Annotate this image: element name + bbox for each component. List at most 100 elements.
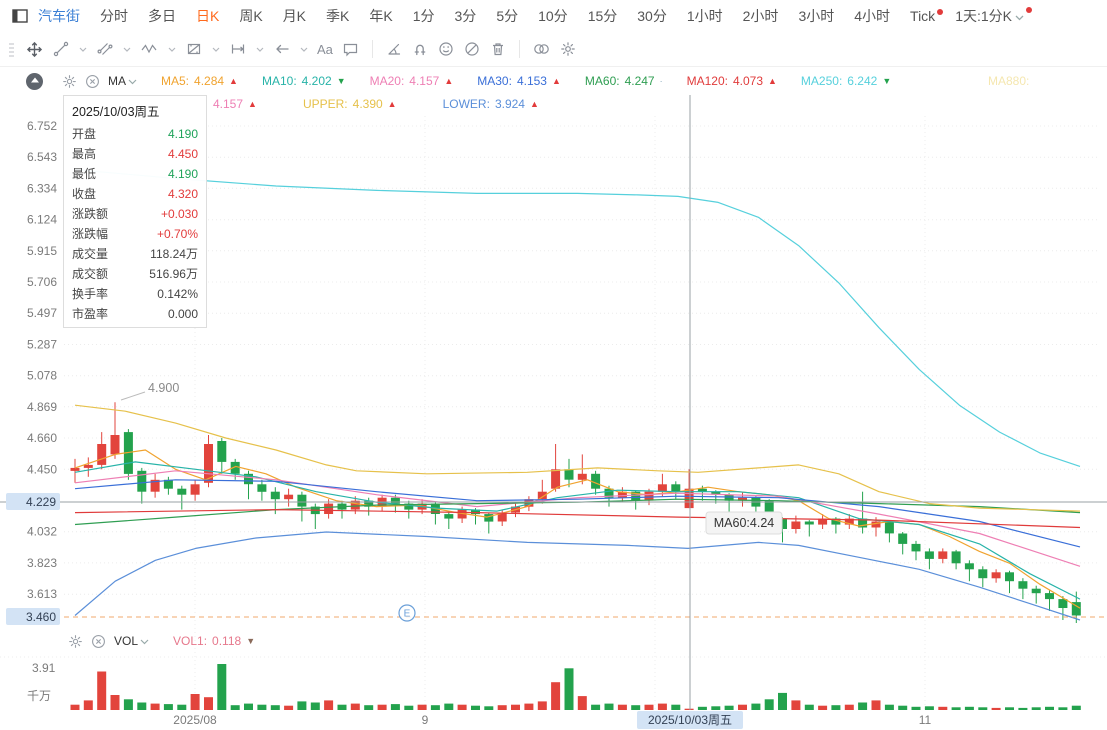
svg-text:3.823: 3.823 xyxy=(27,556,57,570)
chevron-down-icon[interactable] xyxy=(140,634,149,648)
svg-text:6.124: 6.124 xyxy=(27,213,57,227)
trendline-tool-icon[interactable] xyxy=(49,38,73,60)
wave-tool-icon[interactable] xyxy=(137,38,162,60)
nav-tab-5min[interactable]: 5分 xyxy=(496,8,519,24)
panel-layout-icon[interactable] xyxy=(12,9,28,23)
drag-handle[interactable] xyxy=(4,38,20,60)
ma10-value: MA10: 4.202 ▼ xyxy=(261,74,346,88)
chevron-down-icon[interactable] xyxy=(208,44,224,55)
svg-text:4.032: 4.032 xyxy=(27,525,57,539)
tooltip-row: 涨跌幅 +0.70% xyxy=(72,226,198,241)
nav-tab-4h[interactable]: 4小时 xyxy=(854,8,891,24)
text-tool-icon[interactable]: Aa xyxy=(317,41,333,57)
svg-text:3.91: 3.91 xyxy=(32,661,56,675)
ma250-value: MA250: 6.242 ▼ xyxy=(800,74,892,88)
chevron-down-icon[interactable] xyxy=(75,44,91,55)
ma-settings-gear-icon[interactable] xyxy=(62,74,77,89)
tooltip-row: 涨跌额 +0.030 xyxy=(72,206,198,221)
channel-tool-icon[interactable] xyxy=(93,38,117,60)
chevron-down-icon[interactable] xyxy=(296,44,312,55)
svg-text:MA60:4.24: MA60:4.24 xyxy=(714,516,775,530)
boll-indicator-row: 4.157 ▲ UPPER: 4.390 ▲ LOWER: 3.924 ▲ xyxy=(213,96,539,112)
overlay-compare-icon[interactable] xyxy=(529,38,554,60)
toolbar-separator xyxy=(371,40,373,58)
nav-tab-1min[interactable]: 1分 xyxy=(412,8,435,24)
ma-indicator-name[interactable]: MA xyxy=(108,74,126,88)
drawing-settings-gear-icon[interactable] xyxy=(556,38,580,60)
nav-tab-1d-1min-k[interactable]: 1天:1分K xyxy=(945,6,1034,26)
svg-text:2025/10/03周五: 2025/10/03周五 xyxy=(648,713,732,727)
chevron-down-icon[interactable] xyxy=(119,44,135,55)
nav-tab-3min[interactable]: 3分 xyxy=(454,8,477,24)
ma5-value: MA5: 4.284 ▲ xyxy=(161,74,238,88)
nav-tab-quarter-k[interactable]: 季K xyxy=(326,8,350,24)
nav-tab-week-k[interactable]: 周K xyxy=(239,8,263,24)
notification-dot xyxy=(1026,7,1032,13)
move-tool-icon[interactable] xyxy=(22,38,47,61)
vol-close-icon[interactable] xyxy=(91,634,106,649)
nav-tab-10min[interactable]: 10分 xyxy=(538,8,568,24)
svg-text:9: 9 xyxy=(422,713,429,727)
nav-tab-15min[interactable]: 15分 xyxy=(587,8,618,24)
nav-tab-tick[interactable]: Tick xyxy=(900,8,945,24)
nav-tab-daily-k[interactable]: 日K xyxy=(196,8,220,24)
svg-text:5.706: 5.706 xyxy=(27,275,57,289)
svg-text:3.613: 3.613 xyxy=(27,587,57,601)
ma20-value: MA20: 4.157 ▲ xyxy=(369,74,454,88)
tooltip-row: 换手率 0.142% xyxy=(72,286,198,301)
back-to-latest-button[interactable] xyxy=(26,72,43,90)
toolbar-separator xyxy=(518,40,520,58)
chevron-down-icon[interactable] xyxy=(164,44,180,55)
boll-upper-value: UPPER: 4.390 ▲ xyxy=(302,97,397,111)
tooltip-date: 2025/10/03周五 xyxy=(72,105,160,119)
ma-indicator-row: MA MA5: 4.284 ▲ MA10: 4.202 ▼ MA20: 4.157 ▲ MA… xyxy=(26,71,891,91)
tooltip-row: 成交量 118.24万 xyxy=(72,246,198,261)
tooltip-row: 成交额 516.96万 xyxy=(72,266,198,281)
svg-text:4.660: 4.660 xyxy=(27,431,57,445)
svg-text:11: 11 xyxy=(919,713,932,727)
vol-indicator-row: VOL VOL1: 0.118 ▼ xyxy=(68,631,255,651)
svg-text:4.229: 4.229 xyxy=(26,495,56,509)
chevron-down-icon[interactable] xyxy=(252,44,268,55)
ma-close-icon[interactable] xyxy=(85,74,100,89)
svg-text:千万: 千万 xyxy=(27,689,51,703)
nav-tab-30min[interactable]: 30分 xyxy=(637,8,667,24)
magnet-tool-icon[interactable] xyxy=(408,38,432,60)
nav-tab-2h[interactable]: 2小时 xyxy=(742,8,779,24)
ma880-label: MA880: xyxy=(988,74,1030,88)
chevron-down-icon[interactable] xyxy=(128,74,137,88)
svg-text:5.497: 5.497 xyxy=(27,306,57,320)
nav-tab-3h[interactable]: 3小时 xyxy=(798,8,835,24)
tooltip-row: 市盈率 0.000 xyxy=(72,306,198,321)
delete-drawings-icon[interactable] xyxy=(486,38,510,60)
svg-text:5.287: 5.287 xyxy=(27,338,57,352)
tooltip-row: 开盘 4.190 xyxy=(72,126,198,141)
ohlc-tooltip: 2025/10/03周五 开盘 4.190 最高 4.450 最低 4.190 收盘 4… xyxy=(63,95,207,328)
nav-tab-year-k[interactable]: 年K xyxy=(369,8,393,24)
svg-text:2025/08: 2025/08 xyxy=(173,713,217,727)
ma30-value: MA30: 4.153 ▲ xyxy=(477,74,561,88)
comment-tool-icon[interactable] xyxy=(338,38,363,60)
nav-tab-month-k[interactable]: 月K xyxy=(282,8,307,24)
pattern-tool-icon[interactable] xyxy=(182,38,206,60)
vol-indicator-name[interactable]: VOL xyxy=(114,634,139,648)
vol-settings-gear-icon[interactable] xyxy=(68,634,83,649)
boll-mid-value: 4.157 ▲ xyxy=(213,97,257,111)
arrow-tool-icon[interactable] xyxy=(270,38,294,60)
emoji-tool-icon[interactable] xyxy=(434,38,458,60)
top-navbar: 汽车街 分时 多日 日K 周K 月K 季K 年K 1分 3分 5分 10分 15… xyxy=(0,0,1107,32)
nav-tab-1h[interactable]: 1小时 xyxy=(686,8,723,24)
chevron-down-icon xyxy=(1015,8,1024,24)
stock-name[interactable]: 汽车街 xyxy=(38,8,80,24)
nav-tab-duori[interactable]: 多日 xyxy=(148,8,176,24)
hide-drawings-icon[interactable] xyxy=(460,38,484,60)
svg-text:4.450: 4.450 xyxy=(27,462,57,476)
angle-tool-icon[interactable] xyxy=(382,38,406,60)
svg-text:5.915: 5.915 xyxy=(27,244,57,258)
notification-dot xyxy=(937,9,944,15)
nav-tab-fenshi[interactable]: 分时 xyxy=(100,8,128,24)
svg-text:6.543: 6.543 xyxy=(27,150,57,164)
measure-tool-icon[interactable] xyxy=(226,38,250,60)
